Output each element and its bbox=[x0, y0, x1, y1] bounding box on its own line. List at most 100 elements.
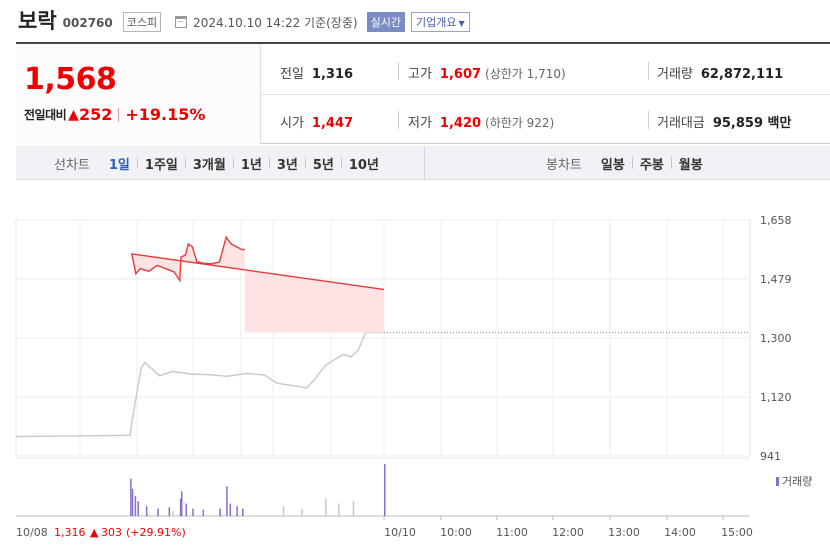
tab-line-4[interactable]: 3년 bbox=[276, 157, 298, 173]
volume-bar bbox=[384, 464, 386, 516]
x-tick-label: 10/10 bbox=[384, 526, 416, 539]
volume-label: 거래량 bbox=[657, 67, 693, 82]
lower-limit: (하한가 922) bbox=[485, 116, 555, 130]
tab-line-1[interactable]: 1주일 bbox=[144, 157, 178, 173]
trade-value: 95,859 백만 bbox=[712, 116, 792, 131]
y-tick-label: 1,658 bbox=[760, 214, 792, 227]
stock-header: 보락 002760 코스피 2024.10.10 14:22 기준(장중) 실시… bbox=[18, 6, 470, 34]
volume-legend-swatch bbox=[776, 477, 779, 486]
up-arrow-icon: ▲ bbox=[90, 526, 99, 539]
tab-candle-0[interactable]: 일봉 bbox=[600, 157, 625, 173]
high-value: 1,607 bbox=[439, 67, 482, 82]
tab-line-0[interactable]: 1일 bbox=[108, 157, 130, 173]
tab-line-3[interactable]: 1년 bbox=[240, 157, 262, 173]
volume-bar bbox=[229, 503, 232, 516]
open-value: 1,447 bbox=[311, 116, 354, 131]
compare-label: 전일대비 bbox=[24, 108, 67, 122]
volume-bar bbox=[130, 478, 132, 516]
up-arrow-icon: ▲ bbox=[68, 106, 79, 123]
stock-code: 002760 bbox=[62, 16, 113, 30]
high-cell: 고가 1,607 (상한가 1,710) bbox=[408, 63, 566, 82]
tab-candle-2[interactable]: 월봉 bbox=[678, 157, 703, 173]
price-change-row: 전일대비 ▲ 252 +19.15% bbox=[24, 105, 205, 124]
divider bbox=[118, 107, 120, 122]
volume-bar bbox=[137, 501, 139, 516]
change-percent: +19.15% bbox=[125, 105, 206, 124]
line-chart-tabs: 선차트 1일 1주일 3개월 1년 3년 5년 10년 bbox=[54, 146, 386, 180]
chevron-down-icon: ▼ bbox=[458, 18, 465, 28]
current-price-area: 1,568 전일대비 ▲ 252 +19.15% bbox=[16, 44, 261, 144]
divider bbox=[184, 157, 186, 169]
chart-period-tabbar: 선차트 1일 1주일 3개월 1년 3년 5년 10년 봉차트 일봉 주봉 월봉 bbox=[16, 146, 830, 180]
volume-bar bbox=[172, 511, 174, 516]
divider bbox=[340, 157, 342, 169]
y-tick-label: 1,479 bbox=[760, 273, 792, 286]
volume-bar bbox=[131, 488, 134, 516]
previous-day-price-line bbox=[15, 331, 384, 438]
divider bbox=[398, 62, 399, 80]
market-badge: 코스피 bbox=[122, 11, 162, 32]
divider bbox=[232, 157, 234, 169]
x-tick-label: 13:00 bbox=[608, 526, 640, 539]
tab-line-5[interactable]: 5년 bbox=[312, 157, 334, 173]
divider bbox=[398, 111, 399, 129]
divider bbox=[424, 146, 425, 180]
low-cell: 저가 1,420 (하한가 922) bbox=[408, 112, 554, 131]
high-label: 고가 bbox=[408, 67, 432, 82]
stock-name: 보락 bbox=[18, 9, 57, 33]
volume-bar bbox=[325, 498, 327, 516]
x-tick-label: 11:00 bbox=[496, 526, 528, 539]
today-price-line bbox=[130, 235, 385, 291]
x-tick-label: 14:00 bbox=[664, 526, 696, 539]
company-overview-button[interactable]: 기업개요 ▼ bbox=[410, 11, 470, 32]
quote-panel: 1,568 전일대비 ▲ 252 +19.15% 전일 1,316 고가 1,6… bbox=[16, 42, 830, 144]
today-area-fill bbox=[131, 237, 384, 333]
volume-bar bbox=[282, 506, 285, 516]
company-overview-label: 기업개요 bbox=[415, 15, 457, 29]
prev-day-pct: (+29.91%) bbox=[126, 526, 186, 539]
volume-bar bbox=[185, 503, 187, 516]
divider bbox=[136, 157, 138, 169]
candle-chart-tabs: 봉차트 일봉 주봉 월봉 bbox=[546, 146, 710, 180]
trade-value-label: 거래대금 bbox=[657, 116, 705, 131]
prev-close-value: 1,316 bbox=[311, 67, 354, 82]
volume-bar bbox=[226, 486, 228, 516]
divider bbox=[268, 157, 270, 169]
current-price: 1,568 bbox=[24, 62, 117, 97]
divider bbox=[648, 62, 649, 80]
prev-close-cell: 전일 1,316 bbox=[280, 63, 353, 82]
divider bbox=[631, 157, 633, 169]
divider bbox=[670, 157, 672, 169]
timestamp: 2024.10.10 14:22 기준(장중) bbox=[193, 15, 358, 30]
open-cell: 시가 1,447 bbox=[280, 112, 353, 131]
volume-bar bbox=[352, 501, 355, 516]
open-label: 시가 bbox=[280, 116, 304, 131]
volume-bar bbox=[219, 508, 221, 516]
realtime-badge[interactable]: 실시간 bbox=[366, 11, 405, 32]
volume-legend-label: 거래량 bbox=[782, 475, 812, 488]
volume-cell: 거래량 62,872,111 bbox=[657, 63, 783, 82]
tab-line-6[interactable]: 10년 bbox=[348, 157, 379, 173]
upper-limit: (상한가 1,710) bbox=[485, 67, 566, 81]
divider bbox=[261, 94, 830, 95]
tab-line-2[interactable]: 3개월 bbox=[192, 157, 226, 173]
volume-bar bbox=[242, 508, 244, 516]
y-tick-label: 941 bbox=[760, 450, 781, 463]
volume-bar bbox=[236, 506, 238, 516]
calendar-icon bbox=[175, 16, 188, 28]
low-label: 저가 bbox=[408, 116, 432, 131]
volume-bar bbox=[192, 508, 194, 516]
volume-bar bbox=[202, 509, 204, 516]
low-value: 1,420 bbox=[439, 116, 482, 131]
y-tick-label: 1,120 bbox=[760, 391, 792, 404]
volume-bar bbox=[180, 491, 183, 516]
tab-candle-1[interactable]: 주봉 bbox=[639, 157, 664, 173]
prev-day-date: 10/08 bbox=[16, 526, 48, 539]
volume-bar bbox=[168, 507, 171, 516]
prev-close-label: 전일 bbox=[280, 67, 304, 82]
x-tick-label: 10:00 bbox=[440, 526, 472, 539]
prev-day-close: 1,316 bbox=[54, 526, 86, 539]
volume-bar bbox=[157, 508, 159, 516]
prev-day-change: 303 bbox=[101, 526, 122, 539]
